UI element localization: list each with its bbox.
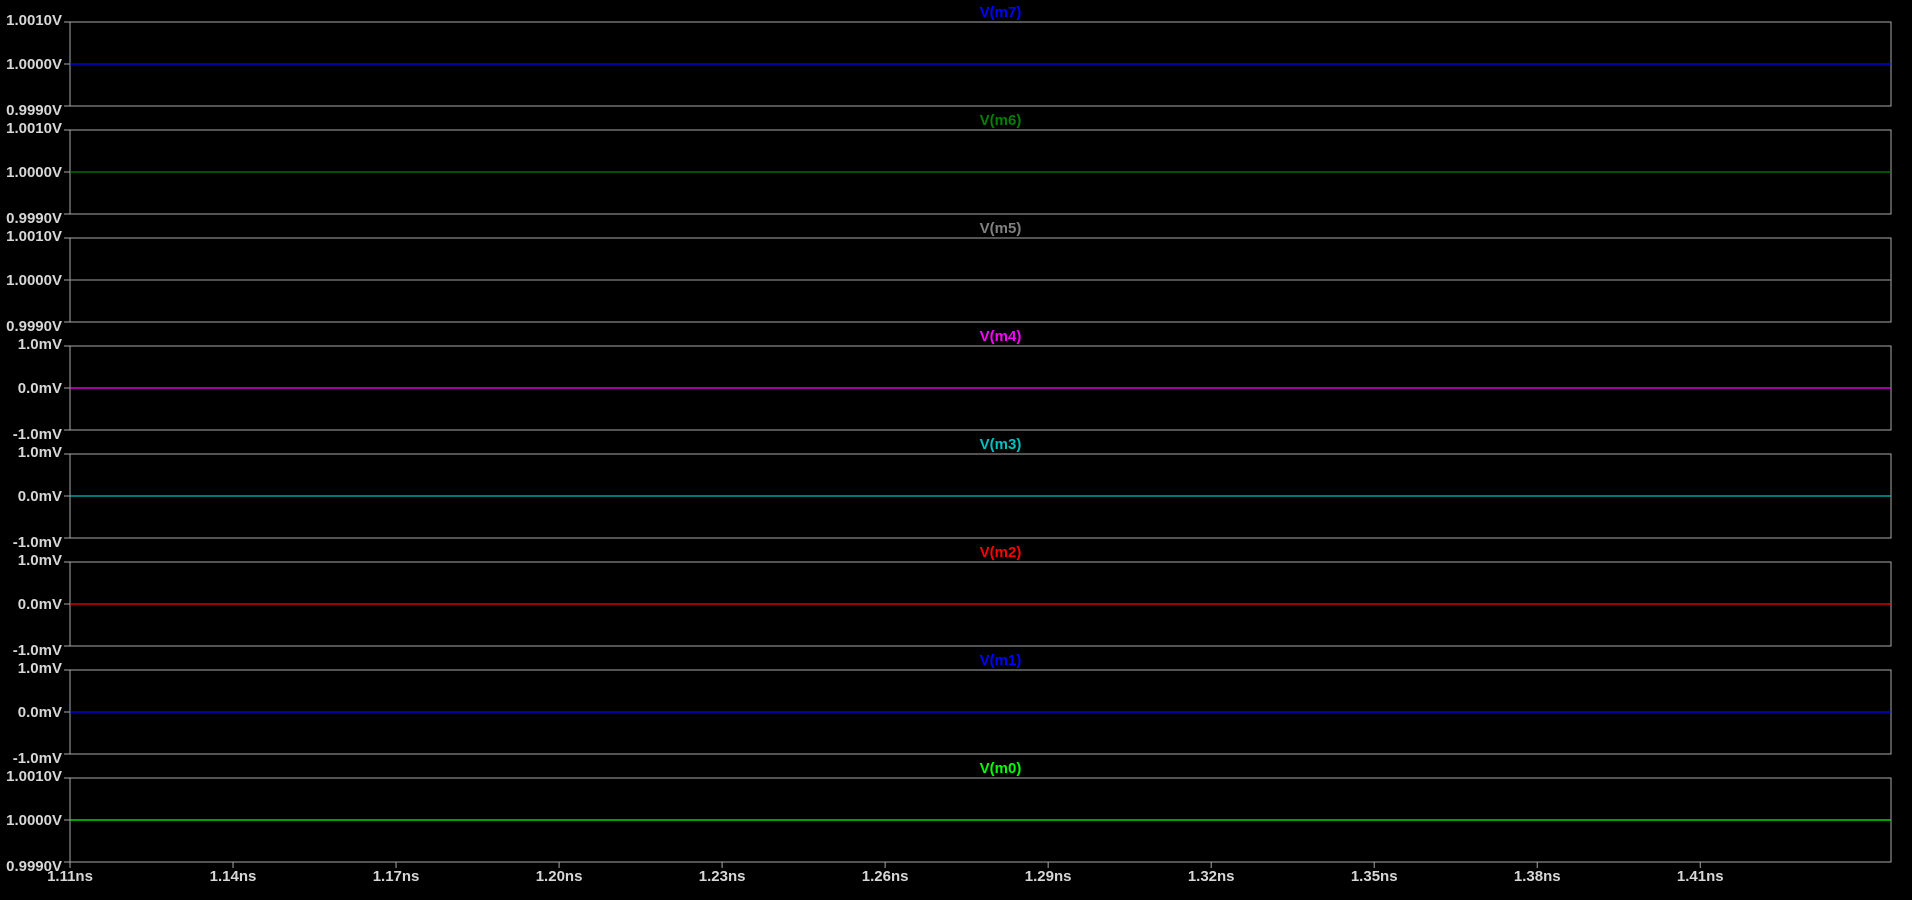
trace-name[interactable]: V(m1) bbox=[980, 652, 1022, 669]
y-tick-label: 0.0mV bbox=[18, 488, 62, 505]
y-tick-label: 1.0mV bbox=[18, 660, 62, 677]
y-tick-label: 0.9990V bbox=[6, 210, 62, 227]
y-tick-label: 1.0mV bbox=[18, 444, 62, 461]
x-tick-label: 1.35ns bbox=[1351, 868, 1398, 885]
x-tick-label: 1.41ns bbox=[1677, 868, 1724, 885]
y-tick-label: 0.0mV bbox=[18, 596, 62, 613]
y-tick-label: -1.0mV bbox=[13, 534, 62, 551]
y-tick-label: 1.0010V bbox=[6, 12, 62, 29]
x-tick-label: 1.23ns bbox=[699, 868, 746, 885]
y-tick-label: 0.9990V bbox=[6, 858, 62, 875]
y-tick-label: 1.0000V bbox=[6, 272, 62, 289]
y-tick-label: 0.9990V bbox=[6, 102, 62, 119]
trace-pane-vm3[interactable]: V(m3) 1.0mV 0.0mV -1.0mV bbox=[13, 436, 1892, 551]
y-tick-label: -1.0mV bbox=[13, 642, 62, 659]
x-tick-label: 1.32ns bbox=[1188, 868, 1235, 885]
plot-panes: V(m7) 1.0010V 1.0000V 0.9990V V(m6) 1.0010V 1.… bbox=[6, 4, 1892, 875]
y-tick-label: 1.0010V bbox=[6, 228, 62, 245]
trace-pane-vm7[interactable]: V(m7) 1.0010V 1.0000V 0.9990V bbox=[6, 4, 1892, 119]
trace-pane-vm6[interactable]: V(m6) 1.0010V 1.0000V 0.9990V bbox=[6, 112, 1892, 227]
y-tick-label: 1.0010V bbox=[6, 120, 62, 137]
y-tick-label: 0.0mV bbox=[18, 380, 62, 397]
trace-name[interactable]: V(m6) bbox=[980, 112, 1022, 129]
x-tick-label: 1.20ns bbox=[536, 868, 583, 885]
trace-name[interactable]: V(m3) bbox=[980, 436, 1022, 453]
y-tick-label: 1.0000V bbox=[6, 164, 62, 181]
time-axis: 1.11ns 1.14ns 1.17ns 1.20ns 1.23ns 1.26ns 1.29… bbox=[47, 862, 1724, 885]
trace-pane-vm4[interactable]: V(m4) 1.0mV 0.0mV -1.0mV bbox=[13, 328, 1892, 443]
trace-pane-vm0[interactable]: V(m0) 1.0010V 1.0000V 0.9990V bbox=[6, 760, 1892, 875]
trace-pane-vm2[interactable]: V(m2) 1.0mV 0.0mV -1.0mV bbox=[13, 544, 1892, 659]
y-tick-label: 0.0mV bbox=[18, 704, 62, 721]
trace-name[interactable]: V(m4) bbox=[980, 328, 1022, 345]
x-tick-label: 1.14ns bbox=[210, 868, 257, 885]
y-tick-label: 1.0010V bbox=[6, 768, 62, 785]
x-tick-label: 1.29ns bbox=[1025, 868, 1072, 885]
y-tick-label: 1.0000V bbox=[6, 812, 62, 829]
x-tick-label: 1.17ns bbox=[373, 868, 420, 885]
trace-pane-vm1[interactable]: V(m1) 1.0mV 0.0mV -1.0mV bbox=[13, 652, 1892, 767]
x-tick-label: 1.26ns bbox=[862, 868, 909, 885]
trace-name[interactable]: V(m5) bbox=[980, 220, 1022, 237]
x-tick-label: 1.11ns bbox=[47, 868, 93, 885]
trace-name[interactable]: V(m0) bbox=[980, 760, 1022, 777]
y-tick-label: 1.0mV bbox=[18, 552, 62, 569]
y-tick-label: 0.9990V bbox=[6, 318, 62, 335]
x-tick-label: 1.38ns bbox=[1514, 868, 1561, 885]
y-tick-label: -1.0mV bbox=[13, 750, 62, 767]
y-tick-label: 1.0mV bbox=[18, 336, 62, 353]
trace-name[interactable]: V(m7) bbox=[980, 4, 1022, 21]
trace-pane-vm5[interactable]: V(m5) 1.0010V 1.0000V 0.9990V bbox=[6, 220, 1892, 335]
y-tick-label: -1.0mV bbox=[13, 426, 62, 443]
y-tick-label: 1.0000V bbox=[6, 56, 62, 73]
trace-name[interactable]: V(m2) bbox=[980, 544, 1022, 561]
